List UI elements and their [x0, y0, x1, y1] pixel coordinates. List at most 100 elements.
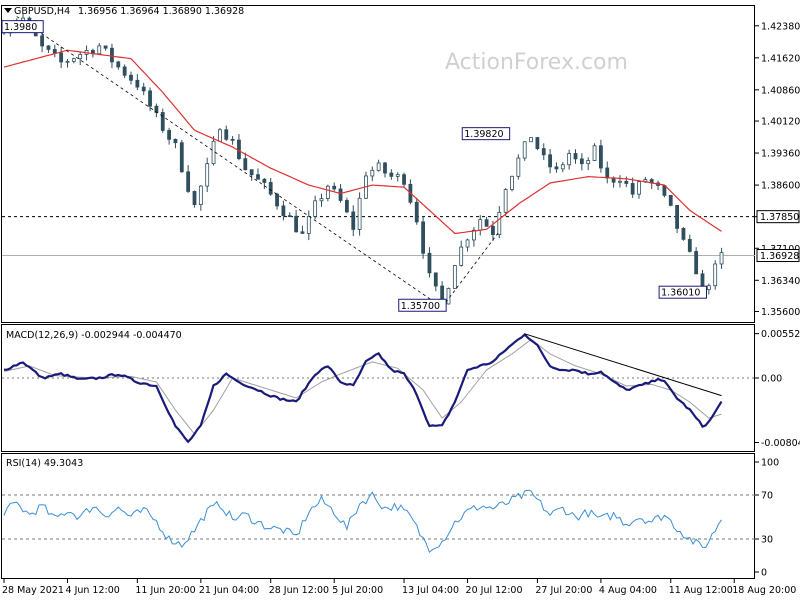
candle-body [573, 153, 578, 160]
candle-body [52, 49, 57, 54]
macd-y-tick-label: -0.00804 [761, 438, 800, 449]
candle-body [59, 52, 64, 63]
candle-body [713, 263, 718, 287]
symbol-label: GBPUSD,H4 [14, 6, 70, 17]
x-tick-label: 20 Jul 12:00 [466, 585, 523, 596]
price-panel-frame [1, 5, 755, 323]
candle-body [135, 79, 140, 88]
candle-body [592, 145, 597, 161]
candle-body [662, 185, 667, 196]
candle-body [319, 198, 324, 202]
candle-body [459, 246, 464, 266]
candle-body [198, 185, 203, 205]
price-level-box [756, 210, 800, 224]
candle-body [497, 211, 502, 235]
price-annotation-label: 1.39820 [464, 129, 503, 140]
candle-body [522, 141, 527, 159]
candle-body [706, 285, 711, 291]
candle-body [281, 205, 286, 217]
candle-body [268, 182, 273, 195]
candle-body [256, 174, 260, 180]
candle-body [402, 174, 406, 185]
macd-main-line [3, 332, 723, 444]
x-tick-label: 13 Jul 04:00 [402, 585, 459, 596]
price-y-tick-label: 1.40120 [761, 117, 800, 128]
macd-y-tick-label: 0.00 [761, 373, 782, 384]
x-tick-label: 28 Jun 12:00 [269, 585, 329, 596]
watermark-text: ActionForex.com [445, 50, 628, 75]
x-tick-label: 4 Aug 04:00 [599, 585, 657, 596]
candle-body [237, 139, 241, 160]
x-tick-label: 5 Jul 20:00 [332, 585, 383, 596]
candle-body [351, 211, 356, 230]
rsi-y-tick-label: 0 [761, 568, 767, 579]
price-annotation-label: 1.3980 [4, 22, 37, 33]
candle-body [465, 239, 470, 248]
candle-body [560, 164, 565, 170]
x-axis: 28 May 2021 4 Jun 12:00 11 Jun 20:00 21 Jun… [2, 578, 796, 596]
candle-body [510, 175, 514, 190]
candle-body [529, 137, 533, 143]
candle-body [344, 200, 349, 213]
price-annotation-label: 1.35700 [401, 301, 440, 312]
candle-body [275, 193, 279, 207]
candle-body [535, 137, 540, 149]
candle-body [605, 167, 610, 179]
candle-body [141, 86, 146, 92]
price-y-tick-label: 1.41620 [761, 53, 800, 64]
candle-body [262, 178, 267, 183]
x-tick-label: 4 Jun 12:00 [66, 585, 120, 596]
x-tick-label: 11 Jun 20:00 [135, 585, 195, 596]
candle-body [687, 238, 692, 252]
x-tick-label: 18 Aug 20:00 [732, 585, 796, 596]
candle-body [338, 188, 343, 201]
ma-line [3, 49, 722, 235]
x-tick-label: 28 May 2021 [2, 585, 64, 596]
candle-body [332, 185, 337, 190]
macd-y-axis: 0.00552 0.00 -0.00804 [755, 329, 800, 449]
candle-body [46, 45, 51, 50]
candle-body [148, 90, 152, 107]
dropdown-arrow-icon [4, 8, 12, 13]
candle-body [491, 225, 495, 235]
candle-body [376, 162, 381, 171]
candle-body [129, 74, 133, 81]
candle-body [516, 157, 521, 177]
candle-body [243, 158, 248, 171]
candle-body [471, 229, 476, 241]
candle-body [675, 204, 679, 229]
macd-y-tick-label: 0.00552 [761, 329, 800, 340]
candle-body [65, 60, 70, 63]
x-tick-label: 27 Jul 20:00 [535, 585, 592, 596]
candle-body [173, 138, 178, 144]
macd-trendline [524, 333, 722, 397]
price-moving-average [3, 49, 722, 235]
candle-body [122, 66, 127, 76]
price-annotation-box [398, 298, 447, 312]
price-level-box [756, 249, 800, 263]
candle-body [554, 166, 559, 170]
candle-body [668, 194, 673, 206]
macd-panel-frame [1, 324, 755, 452]
macd-signal-line [3, 338, 722, 435]
price-y-tick-label: 1.39360 [761, 149, 800, 160]
macd-title: MACD(12,26,9) -0.002944 -0.004470 [6, 330, 182, 341]
candle-body [599, 145, 603, 169]
price-annotation-box [461, 127, 511, 141]
candle-body [421, 221, 426, 254]
rsi-y-tick-label: 30 [761, 535, 773, 546]
rsi-y-tick-label: 70 [761, 491, 773, 502]
candle-body [179, 142, 184, 173]
candle-body [503, 189, 508, 213]
candle-body [160, 112, 165, 131]
candle-body [433, 272, 438, 287]
rsi-series-line [3, 489, 722, 554]
candle-body [78, 54, 83, 60]
candle-body [389, 172, 394, 177]
candle-body [395, 174, 400, 177]
candle-body [167, 130, 172, 140]
candle-body [383, 162, 387, 174]
rsi-panel-frame [1, 453, 755, 579]
candle-body [586, 160, 591, 165]
